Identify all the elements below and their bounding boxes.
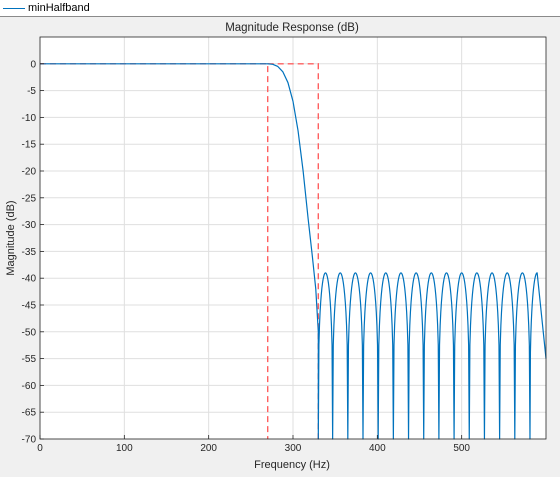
y-tick-label: -15 [22, 140, 37, 151]
series-line-minhalfband [40, 63, 547, 440]
y-tick-label: -30 [22, 220, 37, 231]
y-tick-label: 0 [30, 59, 36, 70]
x-tick-label: 100 [116, 443, 133, 454]
y-tick-label: -35 [22, 247, 37, 258]
y-tick-label: -45 [22, 301, 37, 312]
legend-line-swatch [3, 8, 25, 9]
y-tick-label: -65 [22, 408, 37, 419]
y-tick-label: -70 [22, 435, 37, 446]
x-tick-label: 500 [453, 443, 470, 454]
x-axis-label: Frequency (Hz) [254, 459, 330, 471]
y-tick-label: -55 [22, 354, 37, 365]
y-tick-label: -5 [27, 86, 36, 97]
series-layer [40, 63, 547, 440]
y-tick-label: -10 [22, 113, 37, 124]
stopband-mask-line [267, 63, 319, 439]
y-tick-label: -60 [22, 381, 37, 392]
legend: minHalfband [0, 0, 560, 17]
axis-ticks: 0 100 200 300 400 500 0 -5 -10 -15 -20 -25 -30 -35 -40… [22, 59, 471, 454]
legend-entry-minhalfband: minHalfband [28, 2, 90, 14]
x-tick-label: 300 [285, 443, 302, 454]
x-tick-label: 0 [37, 443, 43, 454]
y-axis-label: Magnitude (dB) [5, 200, 17, 275]
chart-title: Magnitude Response (dB) [225, 22, 359, 34]
x-tick-label: 400 [369, 443, 386, 454]
x-tick-label: 200 [200, 443, 217, 454]
y-tick-label: -40 [22, 274, 37, 285]
y-tick-label: -25 [22, 193, 37, 204]
y-tick-label: -20 [22, 167, 37, 178]
y-tick-label: -50 [22, 327, 37, 338]
